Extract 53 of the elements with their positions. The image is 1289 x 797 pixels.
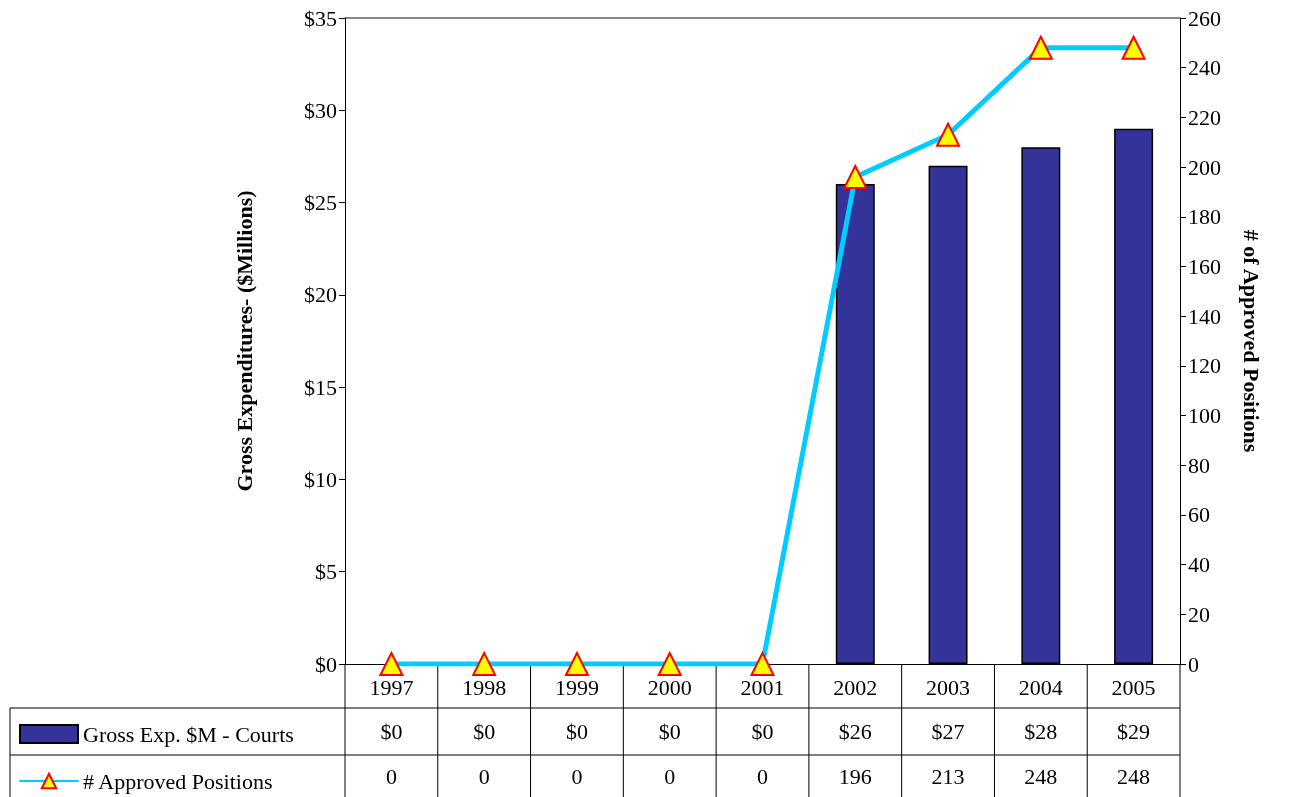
legend-label: # Approved Positions [83, 768, 273, 794]
y2-axis-title: # of Approved Positions [1238, 229, 1264, 453]
x-tick-label: 2003 [926, 674, 971, 700]
y-tick-label: $15 [304, 374, 337, 400]
x-tick-label: 1997 [369, 674, 414, 700]
x-tick-label: 2000 [647, 674, 692, 700]
data-label: $0 [473, 719, 496, 744]
y-tick-label: $0 [315, 651, 337, 677]
y2-tick-label: 200 [1188, 154, 1221, 180]
data-label: 0 [478, 763, 490, 789]
x-tick-label: 2001 [740, 674, 785, 700]
y2-tick-label: 40 [1188, 552, 1210, 578]
y2-tick-label: 20 [1188, 601, 1210, 627]
y2-tick-label: 140 [1188, 303, 1221, 329]
data-label: $29 [1117, 719, 1151, 744]
x-tick-label: 1998 [462, 674, 507, 700]
y2-tick-label: 80 [1188, 452, 1210, 478]
y-axis-title: Gross Expenditures- ($Millions) [231, 190, 257, 492]
x-tick-label: 1999 [554, 674, 599, 700]
y2-tick-label: 180 [1188, 204, 1221, 230]
legend-label: Gross Exp. $M - Courts [83, 721, 294, 747]
data-label: $0 [380, 719, 403, 744]
y2-tick-label: 120 [1188, 353, 1221, 379]
y-tick-label: $5 [315, 559, 337, 585]
x-tick-label: 2004 [1018, 674, 1063, 700]
y2-tick-label: 100 [1188, 403, 1221, 429]
y2-tick-label: 220 [1188, 104, 1221, 130]
y-tick-label: $35 [304, 5, 337, 31]
data-label: $0 [658, 719, 681, 744]
data-label: $27 [931, 719, 965, 744]
data-label: $0 [751, 719, 774, 744]
y-tick-label: $25 [304, 190, 337, 216]
y-tick-label: $30 [304, 97, 337, 123]
data-label: $26 [838, 719, 872, 744]
x-tick-label: 2002 [833, 674, 878, 700]
data-label: 248 [1117, 763, 1151, 789]
data-label: $28 [1024, 719, 1058, 744]
data-label: 213 [931, 763, 965, 789]
data-label: 196 [838, 763, 872, 789]
data-label: 0 [385, 763, 397, 789]
y2-tick-label: 160 [1188, 253, 1221, 279]
y-tick-label: $10 [304, 466, 337, 492]
y-tick-label: $20 [304, 282, 337, 308]
y2-tick-label: 260 [1188, 5, 1221, 31]
data-label: $0 [565, 719, 588, 744]
data-label: 0 [664, 763, 676, 789]
y2-tick-label: 60 [1188, 502, 1210, 528]
x-tick-label: 2005 [1111, 674, 1156, 700]
data-label: 248 [1024, 763, 1058, 789]
data-label: 0 [757, 763, 768, 789]
data-label: 0 [571, 763, 583, 789]
y2-tick-label: 0 [1188, 651, 1199, 677]
y2-tick-label: 240 [1188, 55, 1221, 81]
